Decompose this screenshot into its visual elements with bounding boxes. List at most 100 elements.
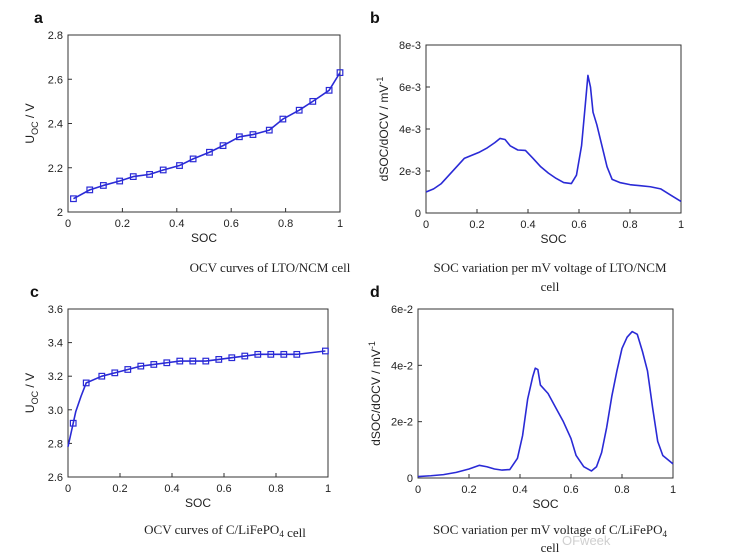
data-point bbox=[159, 166, 167, 174]
data-point bbox=[163, 359, 171, 367]
x-tick-label: 0 bbox=[423, 219, 429, 231]
figure-caption: cell bbox=[541, 540, 560, 555]
y-axis-label: UOC / V bbox=[23, 103, 40, 143]
x-tick-label: 0.2 bbox=[461, 484, 476, 496]
data-point bbox=[150, 361, 158, 368]
data-point bbox=[86, 186, 94, 194]
data-point bbox=[325, 86, 333, 94]
data-point bbox=[336, 69, 344, 77]
data-point bbox=[189, 155, 197, 163]
data-point bbox=[206, 148, 213, 156]
y-tick-label: 2e-3 bbox=[399, 166, 421, 178]
figure-caption: SOC variation per mV voltage of C/LiFePO… bbox=[433, 522, 667, 539]
data-point bbox=[293, 350, 301, 358]
panel-letter: c bbox=[30, 284, 39, 301]
data-point bbox=[70, 195, 77, 203]
y-tick-label: 2.4 bbox=[48, 119, 63, 131]
x-tick-label: 0.4 bbox=[164, 483, 179, 495]
figure-caption: OCV curves of C/LiFePO4 cell bbox=[144, 522, 306, 540]
data-point bbox=[322, 347, 329, 355]
x-tick-label: 0.6 bbox=[224, 218, 239, 230]
chart-panel-c: c 0 0.2 0.4 0.6 0.8 1 2.6 2.8 3.0 3.2 3.4 3.6 SOC UOC … bbox=[23, 284, 331, 540]
data-point bbox=[267, 350, 275, 358]
series-line bbox=[425, 74, 682, 203]
data-point bbox=[116, 177, 124, 185]
data-point bbox=[124, 366, 132, 373]
chart-panel-a: a 0 0.2 0.4 0.6 0.8 1 2 2.2 2.4 2.6 2.8 SOC UOC / V OC… bbox=[23, 10, 351, 275]
watermark: OFweek bbox=[562, 533, 611, 548]
x-tick-label: 1 bbox=[678, 219, 684, 231]
figure-caption: cell bbox=[541, 279, 560, 294]
x-tick-label: 0.6 bbox=[216, 483, 231, 495]
data-point bbox=[146, 170, 154, 178]
y-tick-label: 0 bbox=[415, 208, 421, 220]
y-tick-label: 8e-3 bbox=[399, 40, 421, 52]
x-axis-label: SOC bbox=[185, 496, 211, 510]
y-axis-label: dSOC/dOCV / mV-1 bbox=[367, 341, 383, 446]
x-tick-label: 0 bbox=[65, 483, 71, 495]
panel-letter: d bbox=[370, 284, 380, 301]
data-point bbox=[82, 379, 90, 387]
x-tick-label: 0.8 bbox=[268, 483, 283, 495]
x-tick-label: 0.8 bbox=[614, 484, 629, 496]
data-point bbox=[137, 362, 145, 370]
y-tick-label: 3.6 bbox=[48, 304, 63, 316]
y-axis-label: dSOC/dOCV / mV-1 bbox=[375, 77, 391, 182]
figure-caption: OCV curves of LTO/NCM cell bbox=[190, 260, 351, 275]
data-point bbox=[249, 131, 257, 138]
x-tick-label: 0 bbox=[415, 484, 421, 496]
data-point bbox=[99, 182, 107, 189]
x-tick-label: 1 bbox=[670, 484, 676, 496]
y-tick-label: 6e-2 bbox=[391, 304, 413, 316]
plot-frame bbox=[67, 308, 329, 478]
data-point bbox=[241, 352, 249, 360]
x-tick-label: 0.2 bbox=[112, 483, 127, 495]
chart-panel-d: d 0 0.2 0.4 0.6 0.8 1 0 2e-2 4e-2 6e-2 SOC dSOC/dOCV… bbox=[367, 284, 676, 555]
x-tick-label: 0.8 bbox=[278, 218, 293, 230]
data-point bbox=[176, 357, 184, 365]
panel-letter: a bbox=[34, 10, 43, 27]
data-point bbox=[235, 133, 243, 141]
data-point bbox=[189, 357, 197, 365]
y-tick-label: 4e-2 bbox=[391, 360, 413, 372]
y-tick-label: 2.6 bbox=[48, 472, 63, 484]
y-tick-label: 3.0 bbox=[48, 405, 63, 417]
data-point bbox=[69, 419, 77, 427]
x-tick-label: 0.4 bbox=[520, 219, 535, 231]
y-tick-label: 2.6 bbox=[48, 74, 63, 86]
data-point bbox=[219, 142, 227, 150]
x-tick-label: 0.2 bbox=[469, 219, 484, 231]
data-point bbox=[279, 115, 287, 123]
y-tick-label: 2 bbox=[57, 207, 63, 219]
y-tick-label: 2.8 bbox=[48, 438, 63, 450]
y-tick-label: 4e-3 bbox=[399, 124, 421, 136]
data-point bbox=[98, 372, 106, 380]
data-point bbox=[111, 369, 119, 377]
data-point bbox=[228, 354, 236, 362]
x-tick-label: 0.4 bbox=[169, 218, 184, 230]
plot-frame bbox=[425, 44, 682, 214]
y-tick-label: 6e-3 bbox=[399, 82, 421, 94]
data-point bbox=[129, 173, 137, 181]
x-axis-label: SOC bbox=[532, 497, 558, 511]
x-tick-label: 0.8 bbox=[622, 219, 637, 231]
x-tick-label: 0.6 bbox=[571, 219, 586, 231]
data-point bbox=[215, 356, 223, 363]
y-tick-label: 3.2 bbox=[48, 371, 63, 383]
data-point bbox=[176, 162, 183, 169]
plot-frame bbox=[417, 308, 674, 479]
data-point bbox=[265, 126, 273, 134]
x-tick-label: 0.2 bbox=[115, 218, 130, 230]
x-axis-label: SOC bbox=[191, 231, 217, 245]
data-point bbox=[254, 350, 262, 358]
plot-frame bbox=[67, 34, 341, 213]
y-axis-label: UOC / V bbox=[23, 373, 40, 413]
data-point bbox=[202, 357, 210, 365]
series-line bbox=[417, 330, 674, 478]
y-tick-label: 2e-2 bbox=[391, 417, 413, 429]
figure-caption: SOC variation per mV voltage of LTO/NCM bbox=[433, 260, 666, 275]
y-tick-label: 2.8 bbox=[48, 30, 63, 42]
x-tick-label: 0.4 bbox=[512, 484, 527, 496]
y-tick-label: 2.2 bbox=[48, 163, 63, 175]
chart-panel-b: b 0 0.2 0.4 0.6 0.8 1 0 2e-3 4e-3 6e-3 8e-3 SOC dSOC/… bbox=[370, 10, 684, 294]
